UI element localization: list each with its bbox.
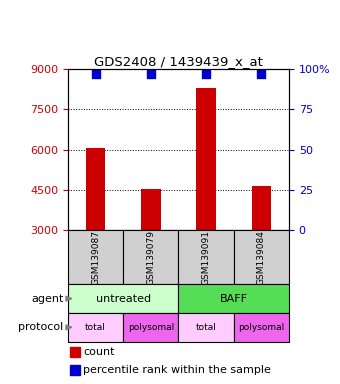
Text: GSM139084: GSM139084 [257, 230, 266, 285]
Bar [70, 365, 80, 376]
Text: total: total [85, 323, 106, 332]
Bar [68, 284, 178, 313]
Text: protocol: protocol [18, 322, 64, 333]
Bar [68, 313, 123, 342]
Bar [178, 230, 234, 284]
Point [259, 71, 264, 77]
Bar [123, 230, 178, 284]
Bar [70, 346, 80, 357]
Bar [178, 284, 289, 313]
Bar [252, 186, 271, 230]
Bar [68, 230, 123, 284]
Bar [86, 149, 105, 230]
Text: GSM139079: GSM139079 [147, 230, 155, 285]
Bar [234, 313, 289, 342]
Bar [234, 230, 289, 284]
Text: GSM139087: GSM139087 [91, 230, 100, 285]
Title: GDS2408 / 1439439_x_at: GDS2408 / 1439439_x_at [94, 55, 263, 68]
Text: untreated: untreated [96, 293, 151, 304]
Text: total: total [196, 323, 217, 332]
Text: count: count [84, 347, 115, 357]
Text: BAFF: BAFF [220, 293, 248, 304]
Point [203, 71, 209, 77]
Bar [123, 313, 178, 342]
Text: polysomal: polysomal [238, 323, 285, 332]
Text: percentile rank within the sample: percentile rank within the sample [84, 365, 271, 375]
Text: polysomal: polysomal [128, 323, 174, 332]
Text: GSM139091: GSM139091 [202, 230, 210, 285]
Point [148, 71, 154, 77]
Bar [197, 88, 216, 230]
Text: agent: agent [31, 293, 64, 304]
Point [93, 71, 98, 77]
Bar [178, 313, 234, 342]
Bar [141, 189, 160, 230]
